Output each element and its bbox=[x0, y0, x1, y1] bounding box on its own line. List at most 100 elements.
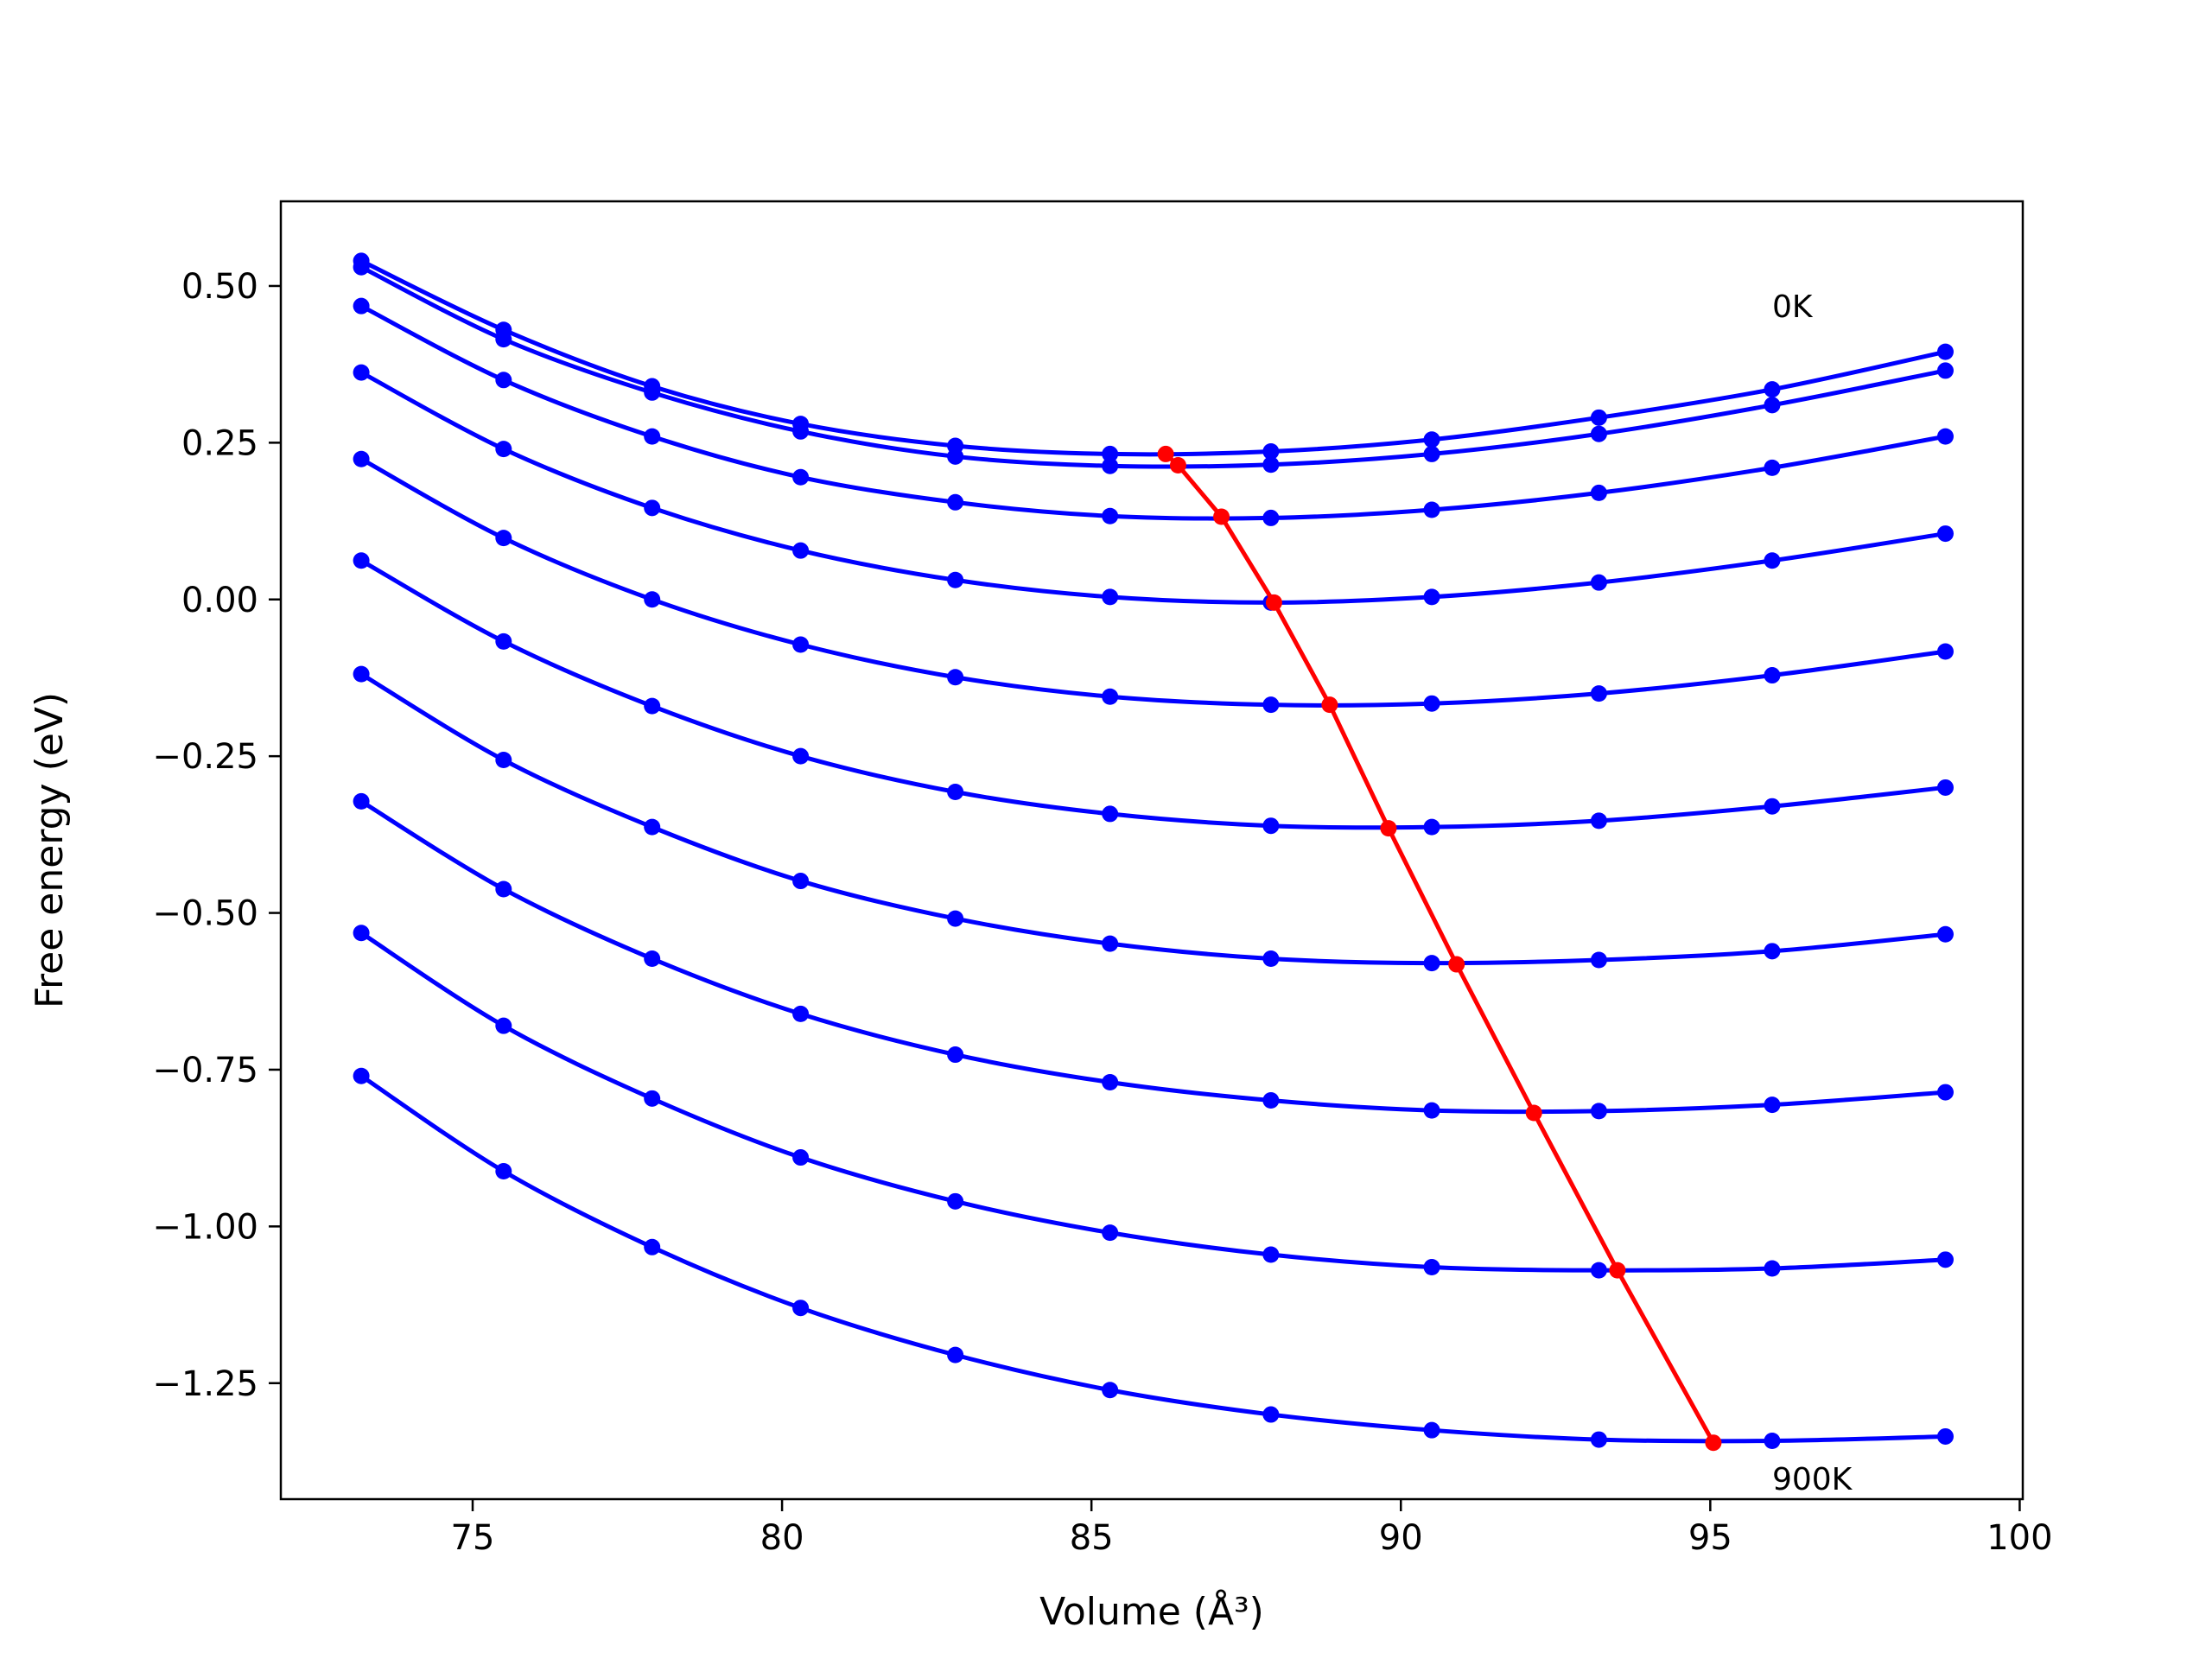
series-0-point-9 bbox=[1764, 381, 1781, 398]
series-2-point-0 bbox=[353, 297, 370, 315]
series-1-point-1 bbox=[495, 331, 512, 348]
series-5-point-3 bbox=[792, 747, 810, 765]
series-4-point-4 bbox=[947, 669, 964, 686]
series-3-point-5 bbox=[1102, 588, 1119, 606]
y-tick-label: −0.25 bbox=[152, 737, 258, 777]
x-tick-label: 75 bbox=[451, 1518, 495, 1558]
y-tick-label: −0.75 bbox=[152, 1051, 258, 1090]
series-line-4 bbox=[359, 457, 1946, 708]
series-5-point-8 bbox=[1590, 812, 1607, 830]
minimum-locus-point-6 bbox=[1448, 956, 1465, 973]
series-2-point-10 bbox=[1936, 428, 1954, 445]
series-8-point-4 bbox=[947, 1192, 964, 1210]
minimum-locus-point-3 bbox=[1265, 594, 1282, 611]
series-line-3 bbox=[359, 370, 1946, 605]
series-7-point-3 bbox=[792, 1005, 810, 1022]
series-4-point-1 bbox=[495, 530, 512, 547]
series-3-point-7 bbox=[1423, 588, 1440, 606]
minimum-locus-point-4 bbox=[1321, 696, 1338, 714]
series-9-point-1 bbox=[495, 1163, 512, 1180]
minimum-locus-point-1 bbox=[1169, 456, 1186, 474]
minimum-locus-point-9 bbox=[1705, 1434, 1722, 1452]
series-5-point-0 bbox=[353, 552, 370, 569]
series-2-point-4 bbox=[947, 493, 964, 511]
series-1-point-10 bbox=[1936, 362, 1954, 379]
series-7-point-6 bbox=[1262, 1092, 1280, 1109]
y-tick-label: 0.25 bbox=[181, 423, 258, 463]
series-0-point-8 bbox=[1590, 409, 1607, 426]
series-1-point-7 bbox=[1423, 445, 1440, 462]
series-7-point-2 bbox=[644, 950, 661, 968]
series-4-point-3 bbox=[792, 636, 810, 653]
series-9-point-10 bbox=[1936, 1427, 1954, 1445]
series-6-point-0 bbox=[353, 665, 370, 683]
series-0-point-7 bbox=[1423, 431, 1440, 448]
series-1-point-5 bbox=[1102, 457, 1119, 474]
series-2-point-8 bbox=[1590, 484, 1607, 501]
series-5-point-2 bbox=[644, 697, 661, 715]
series-2-point-3 bbox=[792, 468, 810, 486]
series-8-point-5 bbox=[1102, 1224, 1119, 1242]
series-0-point-10 bbox=[1936, 343, 1954, 360]
x-tick-label: 100 bbox=[1986, 1518, 2052, 1558]
annotations: 0K 900K bbox=[1772, 289, 1853, 1497]
series-6-point-10 bbox=[1936, 925, 1954, 943]
series-7-point-0 bbox=[353, 792, 370, 810]
series-2-point-5 bbox=[1102, 507, 1119, 524]
series-4-point-6 bbox=[1262, 696, 1280, 714]
x-tick-label: 85 bbox=[1070, 1518, 1114, 1558]
series-7-point-10 bbox=[1936, 1084, 1954, 1101]
series-3-point-8 bbox=[1590, 574, 1607, 591]
series-1-point-9 bbox=[1764, 397, 1781, 414]
series-9-point-4 bbox=[947, 1346, 964, 1363]
series-6-point-1 bbox=[495, 752, 512, 769]
series-6-point-5 bbox=[1102, 935, 1119, 952]
series-7-point-7 bbox=[1423, 1102, 1440, 1119]
y-tick-label: −1.00 bbox=[152, 1207, 258, 1247]
series-0-point-5 bbox=[1102, 445, 1119, 462]
series-3-point-3 bbox=[792, 542, 810, 559]
series-9-point-9 bbox=[1764, 1433, 1781, 1450]
series-3-point-1 bbox=[495, 441, 512, 458]
x-tick-label: 80 bbox=[760, 1518, 804, 1558]
x-tick-label: 95 bbox=[1688, 1518, 1732, 1558]
minimum-locus-point-7 bbox=[1525, 1104, 1542, 1122]
series-6-point-8 bbox=[1590, 951, 1607, 969]
series-5-point-6 bbox=[1262, 817, 1280, 835]
series-9-point-6 bbox=[1262, 1406, 1280, 1423]
series-9-point-5 bbox=[1102, 1382, 1119, 1399]
series-6-point-2 bbox=[644, 818, 661, 836]
series-3-point-0 bbox=[353, 364, 370, 381]
series-line-0 bbox=[360, 258, 1947, 457]
series-1-point-8 bbox=[1590, 425, 1607, 442]
y-axis-label: Free energy (eV) bbox=[28, 692, 72, 1008]
series-4-point-5 bbox=[1102, 688, 1119, 705]
axes: 75 80 85 90 95 100 −1.25 −1.00 −0.75 −0.50 −0.25 0.… bbox=[28, 200, 2053, 1634]
minimum-locus-point-5 bbox=[1380, 820, 1397, 837]
series-5-point-9 bbox=[1764, 798, 1781, 815]
series-2-point-9 bbox=[1764, 459, 1781, 476]
plot-frame bbox=[279, 200, 2024, 1501]
series-3-point-4 bbox=[947, 571, 964, 588]
series-4-point-7 bbox=[1423, 695, 1440, 712]
series-4-point-0 bbox=[353, 450, 370, 467]
minimum-locus-line bbox=[1164, 452, 1716, 1444]
series-7-point-5 bbox=[1102, 1073, 1119, 1090]
series-8-point-10 bbox=[1936, 1251, 1954, 1268]
series-3-point-2 bbox=[644, 499, 661, 517]
x-axis-label: Volume (Å³) bbox=[1039, 1588, 1264, 1634]
series-curves bbox=[359, 258, 1947, 1444]
series-markers bbox=[353, 252, 1954, 1450]
series-8-point-0 bbox=[353, 925, 370, 942]
y-tick-label: 0.50 bbox=[181, 267, 258, 307]
series-3-point-10 bbox=[1936, 525, 1954, 543]
series-7-point-8 bbox=[1590, 1103, 1607, 1120]
series-4-point-8 bbox=[1590, 685, 1607, 702]
series-6-point-3 bbox=[792, 873, 810, 890]
y-tick-label: −1.25 bbox=[152, 1364, 258, 1404]
series-1-point-6 bbox=[1262, 456, 1280, 474]
series-1-point-4 bbox=[947, 448, 964, 465]
minimum-locus bbox=[1157, 445, 1722, 1452]
series-9-point-8 bbox=[1590, 1431, 1607, 1448]
series-2-point-1 bbox=[495, 372, 512, 389]
